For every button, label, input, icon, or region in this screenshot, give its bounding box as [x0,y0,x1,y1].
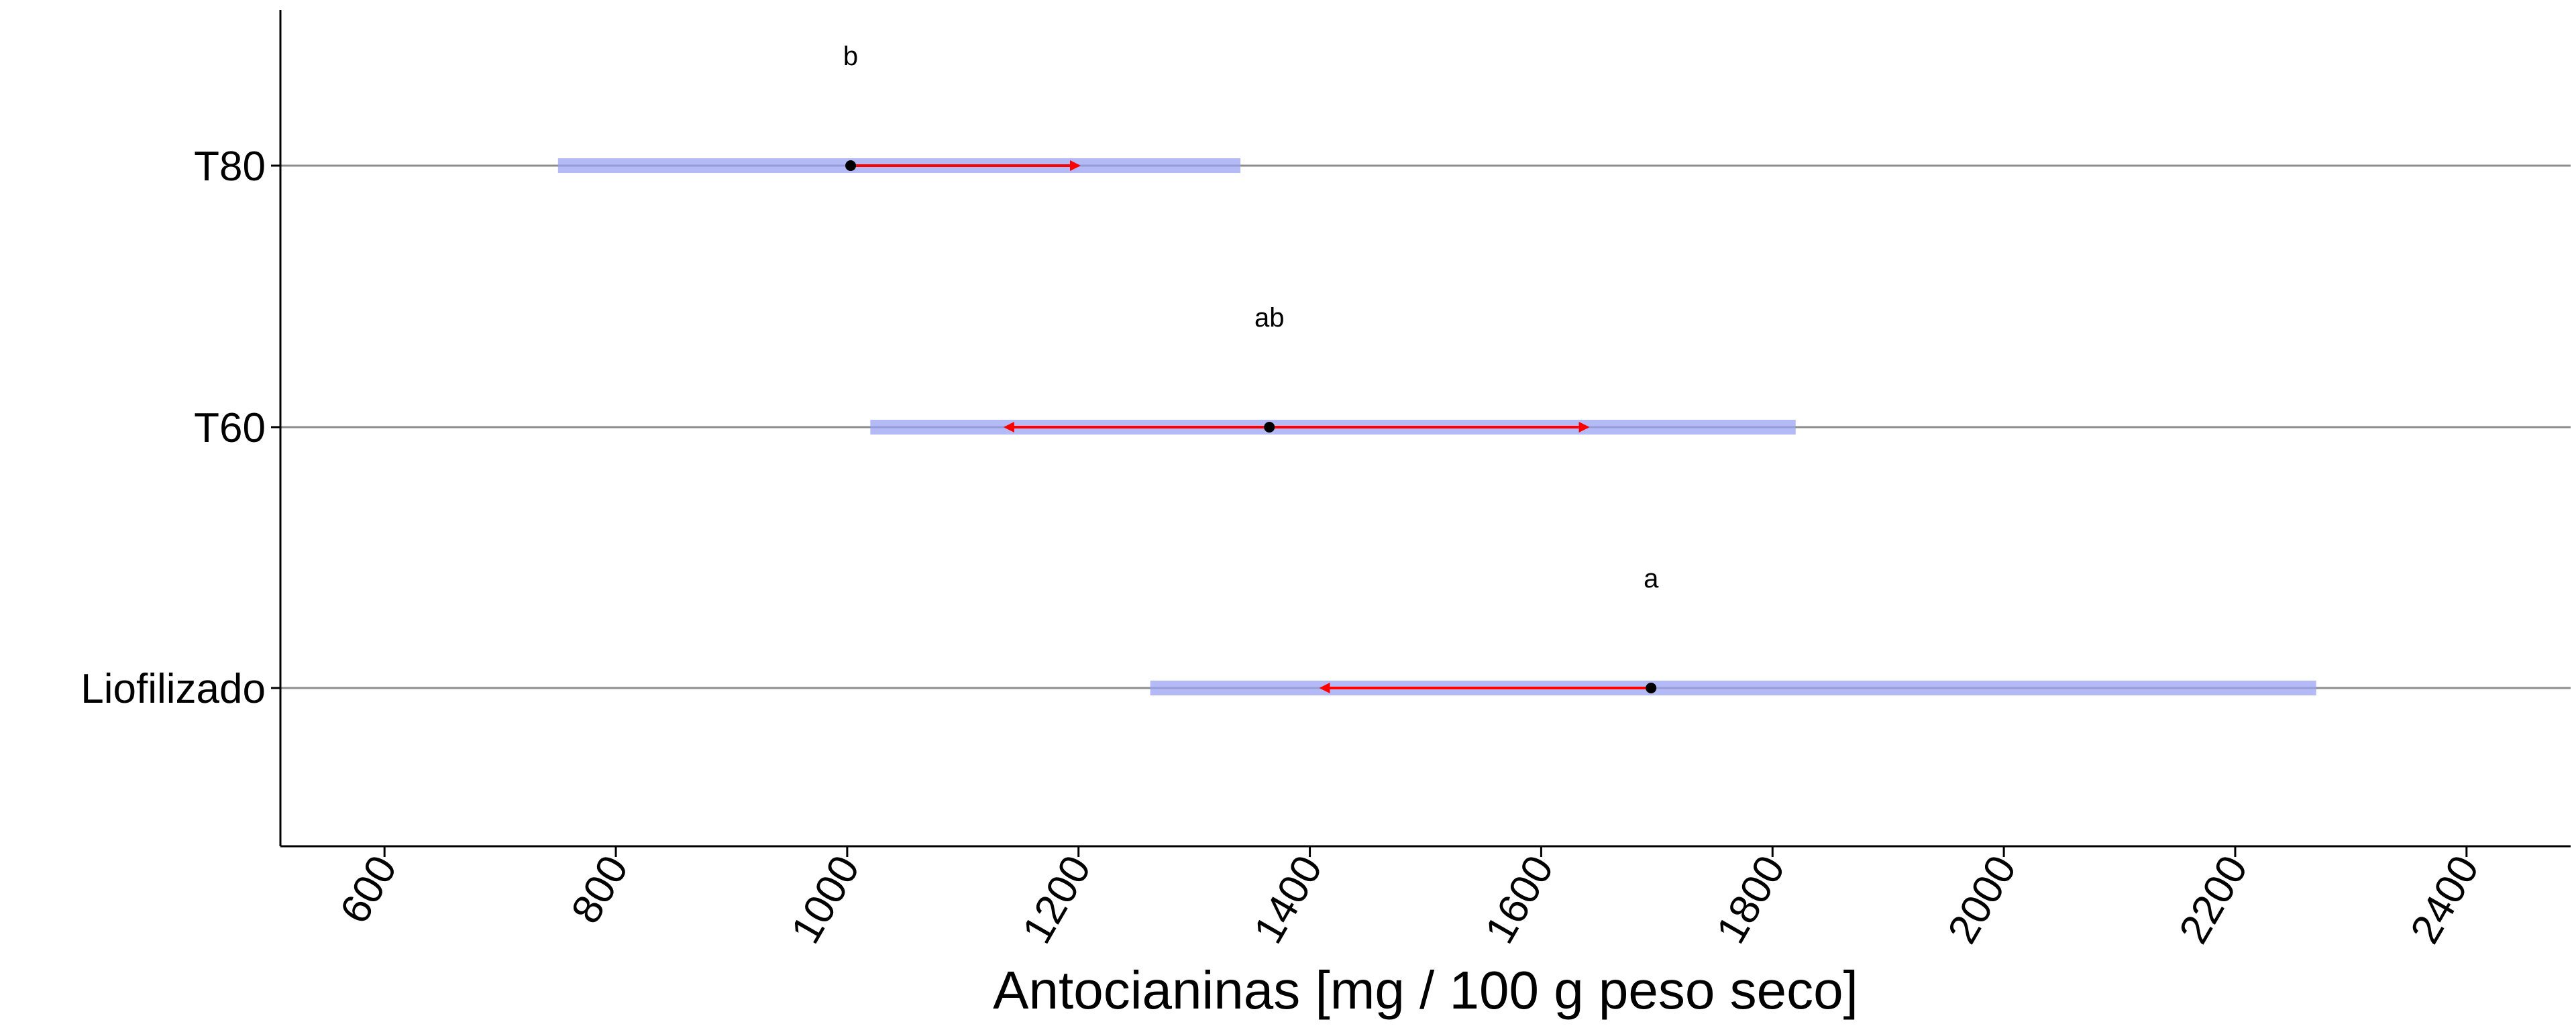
x-tick-label-1000: 1000 [782,848,869,952]
point-layer [845,160,1657,693]
x-tick-label-1800: 1800 [1708,848,1794,952]
group-letter-liofilizado: a [1644,564,1659,593]
mean-point-liofilizado [1646,683,1657,693]
group-letter-t60: ab [1254,303,1285,333]
x-tick-label-600: 600 [331,848,406,931]
x-tick-label-1200: 1200 [1014,848,1100,952]
category-label-t60: T60 [194,405,266,451]
x-tick-label-2200: 2200 [2170,848,2257,952]
mean-point-t80 [845,160,857,171]
axis-layer [271,10,2571,857]
mean-point-t60 [1264,422,1275,433]
group-letter-t80: b [843,42,858,71]
x-tick-label-2400: 2400 [2402,848,2488,952]
x-tick-label-1600: 1600 [1477,848,1563,952]
arrow-layer [851,160,1652,693]
category-label-t80: T80 [194,144,266,190]
x-tick-label-800: 800 [563,848,637,931]
x-tick-label-2000: 2000 [1939,848,2026,952]
label-layer: T80 b T60 ab Liofilizado a 600 800 1000 1200 1400 1… [80,42,2488,951]
interval-bar-liofilizado [1150,681,2316,695]
x-tick-label-1400: 1400 [1245,848,1332,951]
x-axis-title: Antocianinas [mg / 100 g peso seco] [993,960,1858,1020]
category-label-liofilizado: Liofilizado [80,666,266,712]
